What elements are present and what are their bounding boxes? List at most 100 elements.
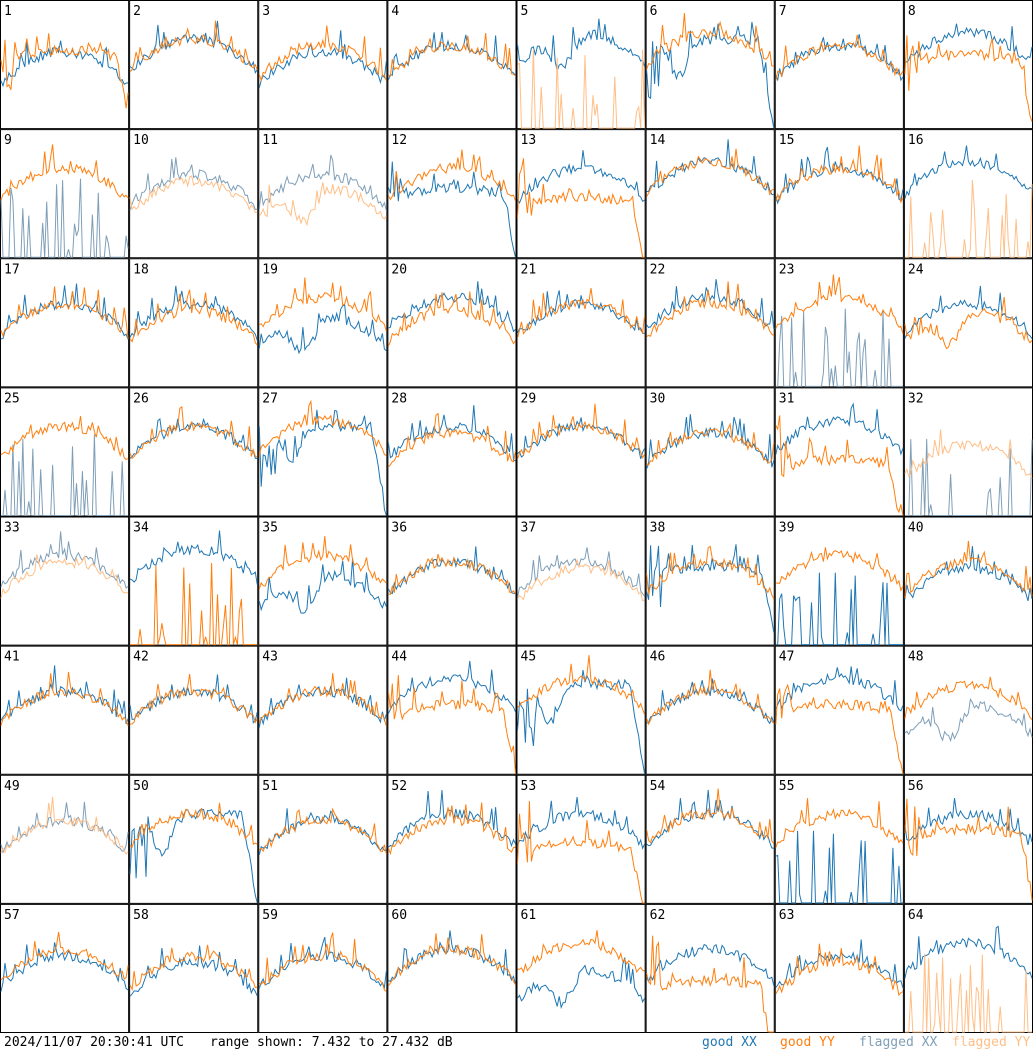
series-good-yy [0,286,129,340]
panel-23: 23 [774,258,904,388]
panel-number: 48 [908,650,924,665]
panel-number: 9 [4,133,12,148]
panel-61: 61 [516,903,646,1033]
series-flagged-xx [258,154,387,211]
panel-number: 14 [650,133,666,148]
panel-number: 49 [4,779,20,794]
panel-number: 11 [262,133,278,148]
panel-number: 34 [133,521,149,536]
panel-number: 50 [133,779,149,794]
panel-frame [645,129,775,259]
panel-31: 31 [774,387,904,517]
series-good-xx [904,145,1033,199]
series-good-xx [646,943,775,986]
series-good-xx [775,666,904,712]
panel-24: 24 [903,258,1033,388]
series-good-yy [129,289,258,346]
panel-frame [0,645,130,775]
panel-51: 51 [258,774,388,904]
series-flagged-yy [129,175,258,213]
panel-number: 10 [133,133,149,148]
timestamp: 2024/11/07 20:30:41 UTC [4,1035,185,1050]
panel-frame [516,0,646,130]
panel-frame [645,387,775,517]
series-flagged-xx [0,531,129,589]
panel-17: 17 [0,258,130,388]
panel-frame [258,516,388,646]
series-good-xx [517,796,646,850]
series-good-yy [646,545,775,600]
series-good-xx [387,405,516,462]
series-good-xx [646,544,775,633]
panel-number: 40 [908,521,924,536]
panel-number: 63 [779,908,795,923]
series-good-yy [0,144,129,201]
panel-number: 41 [4,650,20,665]
panel-18: 18 [129,258,259,388]
panel-49: 49 [0,774,130,904]
panel-32: 32 [903,387,1033,517]
panel-54: 54 [645,774,775,904]
panel-frame [0,903,130,1033]
panel-number: 30 [650,391,666,406]
panel-8: 8 [903,0,1033,130]
panel-frame [774,516,904,646]
series-good-xx [387,660,516,714]
series-flagged-xx [904,697,1033,743]
panel-number: 60 [391,908,407,923]
panel-34: 34 [129,516,259,646]
panel-number: 29 [521,391,537,406]
series-good-xx [388,930,516,985]
panel-frame [774,0,904,130]
panel-number: 59 [262,908,278,923]
panel-frame [129,774,259,904]
series-good-yy [387,675,516,774]
series-good-yy [0,33,129,109]
series-good-yy [258,673,387,727]
panel-5: 5 [516,0,646,130]
series-good-yy [517,288,646,339]
panel-19: 19 [258,258,388,388]
series-good-xx [904,925,1033,979]
range-text: range shown: 7.432 to 27.432 dB [210,1035,453,1050]
series-good-yy [130,674,258,725]
panel-number: 33 [4,521,20,536]
panel-frame [129,0,259,130]
panel-number: 15 [779,133,795,148]
series-good-xx [388,790,516,848]
series-good-xx [129,285,258,341]
panel-number: 35 [262,521,278,536]
panel-frame [774,645,904,775]
series-good-xx [0,40,129,88]
series-good-xx [517,670,646,774]
series-good-xx [258,558,387,614]
panel-47: 47 [774,645,904,775]
series-good-yy [904,540,1033,599]
series-flagged-xx [129,157,258,211]
series-good-xx [775,939,904,989]
panel-number: 46 [650,650,666,665]
panel-number: 21 [521,262,537,277]
panel-frame [774,129,904,259]
series-good-xx [775,146,904,205]
series-good-xx [646,279,775,330]
series-good-yy [259,932,387,992]
panel-number: 64 [908,908,924,923]
panel-number: 26 [133,391,149,406]
panel-frame [645,645,775,775]
panel-number: 3 [262,4,270,19]
series-good-xx [258,30,387,89]
series-good-xx [517,18,646,73]
panel-number: 7 [779,4,787,19]
series-good-yy [775,798,904,848]
panel-29: 29 [516,387,646,517]
series-flagged-yy [904,953,1032,1033]
series-good-yy [775,415,904,516]
panel-number: 44 [391,650,407,665]
panel-number: 13 [521,133,537,148]
series-good-xx [258,304,387,355]
panel-number: 61 [521,908,537,923]
panel-frame [387,645,517,775]
panel-number: 24 [908,262,924,277]
series-good-yy [258,25,387,82]
